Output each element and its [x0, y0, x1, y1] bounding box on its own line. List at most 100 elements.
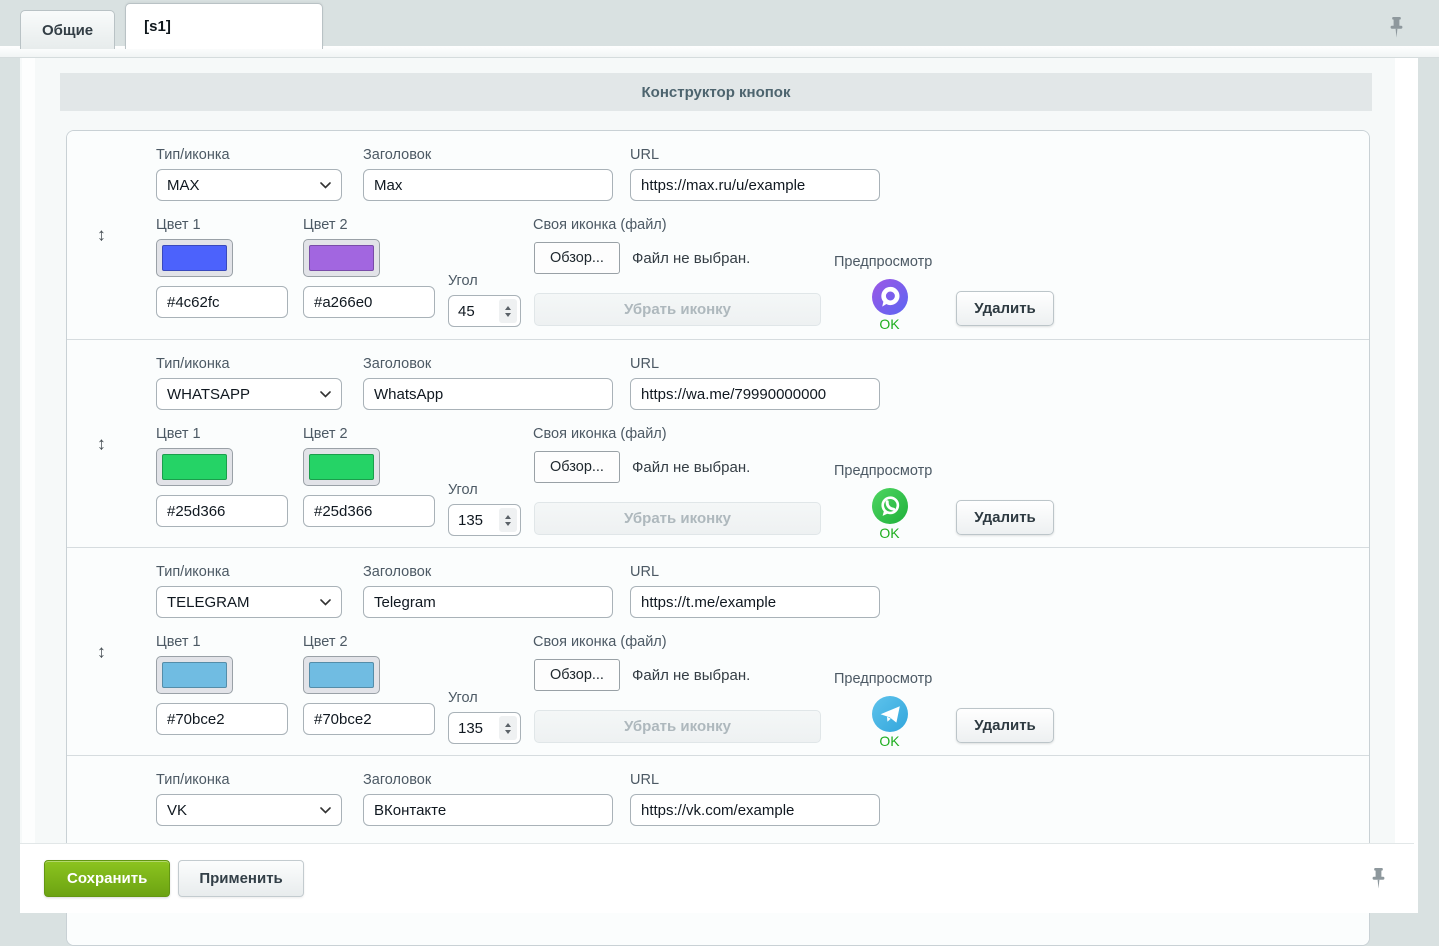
angle-spinner[interactable]	[499, 508, 517, 532]
angle-label: Угол	[448, 690, 478, 706]
remove-icon-button[interactable]: Убрать иконку	[534, 502, 821, 535]
color1-chip	[162, 454, 227, 480]
color2-label: Цвет 2	[303, 217, 348, 233]
color2-chip	[309, 245, 374, 271]
color1-picker[interactable]	[156, 448, 233, 486]
drag-handle-icon[interactable]: ↕	[97, 433, 106, 453]
color1-hex-input[interactable]	[156, 703, 288, 735]
color2-hex-input[interactable]	[303, 286, 435, 318]
color2-field: Цвет 2	[303, 217, 435, 318]
color2-picker[interactable]	[303, 239, 380, 277]
remove-icon-button[interactable]: Убрать иконку	[534, 293, 821, 326]
angle-spinner[interactable]	[499, 716, 517, 740]
chevron-down-icon	[320, 390, 331, 398]
tab-general[interactable]: Общие	[20, 10, 116, 49]
max-icon	[880, 286, 899, 307]
type-select[interactable]: MAX	[156, 169, 342, 201]
angle-input[interactable]	[448, 712, 521, 744]
color2-label: Цвет 2	[303, 426, 348, 442]
preview-icon	[871, 696, 908, 732]
pin-icon[interactable]	[1389, 17, 1404, 44]
color1-hex-input[interactable]	[156, 495, 288, 527]
type-field: Тип/иконка MAX	[156, 147, 342, 201]
angle-value[interactable]	[458, 719, 499, 737]
color1-chip	[162, 662, 227, 688]
color1-hex-input[interactable]	[156, 286, 288, 318]
preview-label: Предпросмотр	[834, 671, 933, 687]
angle-spinner[interactable]	[499, 299, 517, 323]
color2-field: Цвет 2	[303, 426, 435, 527]
spinner-up-icon[interactable]	[505, 514, 511, 519]
url-input[interactable]	[630, 378, 880, 410]
browse-button[interactable]: Обзор...	[534, 242, 620, 274]
color1-field: Цвет 1	[156, 634, 288, 735]
color2-picker[interactable]	[303, 656, 380, 694]
drag-handle-icon[interactable]: ↕	[97, 641, 106, 661]
url-input[interactable]	[630, 586, 880, 618]
spinner-up-icon[interactable]	[505, 722, 511, 727]
preview: OK	[834, 696, 945, 749]
tab-s1[interactable]: [s1]	[125, 3, 324, 49]
color1-label: Цвет 1	[156, 217, 201, 233]
delete-button[interactable]: Удалить	[956, 291, 1054, 326]
title-input[interactable]	[363, 794, 613, 826]
spinner-down-icon[interactable]	[505, 521, 511, 526]
preview-label: Предпросмотр	[834, 254, 933, 270]
type-field: Тип/иконка VK	[156, 772, 342, 826]
color2-hex-input[interactable]	[303, 703, 435, 735]
type-select[interactable]: WHATSAPP	[156, 378, 342, 410]
save-button[interactable]: Сохранить	[44, 860, 171, 897]
delete-button[interactable]: Удалить	[956, 500, 1054, 535]
browse-button[interactable]: Обзор...	[534, 659, 620, 691]
angle-field: Угол	[448, 690, 521, 744]
rows-container: ↕ Тип/иконка MAX Заголовок URL Цвет 1	[66, 130, 1370, 946]
drag-handle-icon[interactable]: ↕	[97, 224, 106, 245]
tab-bar: Общие [s1]	[20, 0, 324, 49]
url-input[interactable]	[630, 794, 880, 826]
type-select-value: VK	[167, 801, 188, 819]
angle-input[interactable]	[448, 295, 521, 327]
color1-field: Цвет 1	[156, 426, 288, 527]
angle-label: Угол	[448, 482, 478, 498]
color1-label: Цвет 1	[156, 634, 201, 650]
color1-chip	[162, 245, 227, 271]
footer-bar: Сохранить Применить	[20, 843, 1414, 913]
preview-ok-text: OK	[879, 733, 900, 749]
title-input[interactable]	[363, 169, 613, 201]
color2-hex-input[interactable]	[303, 495, 435, 527]
apply-button[interactable]: Применить	[178, 860, 304, 897]
url-label: URL	[630, 356, 660, 372]
title-input[interactable]	[363, 586, 613, 618]
type-label: Тип/иконка	[156, 772, 230, 788]
preview: OK	[834, 488, 945, 541]
browse-button[interactable]: Обзор...	[534, 451, 620, 483]
preview-ok-text: OK	[879, 525, 900, 541]
angle-input[interactable]	[448, 504, 521, 536]
spinner-down-icon[interactable]	[505, 312, 511, 317]
title-input[interactable]	[363, 378, 613, 410]
color1-picker[interactable]	[156, 656, 233, 694]
pin-icon[interactable]	[1371, 868, 1386, 895]
preview-icon	[871, 279, 908, 315]
title-label: Заголовок	[363, 356, 432, 372]
url-field: URL	[630, 356, 880, 410]
url-input[interactable]	[630, 169, 880, 201]
delete-button[interactable]: Удалить	[956, 708, 1054, 743]
color2-label: Цвет 2	[303, 634, 348, 650]
type-select[interactable]: TELEGRAM	[156, 586, 342, 618]
remove-icon-button[interactable]: Убрать иконку	[534, 710, 821, 743]
angle-value[interactable]	[458, 302, 499, 320]
tab-strip	[0, 46, 1439, 58]
angle-value[interactable]	[458, 511, 499, 529]
file-picker: Обзор... Файл не выбран.	[534, 242, 750, 274]
color1-picker[interactable]	[156, 239, 233, 277]
type-select[interactable]: VK	[156, 794, 342, 826]
color2-picker[interactable]	[303, 448, 380, 486]
angle-label: Угол	[448, 273, 478, 289]
preview-icon	[871, 488, 908, 524]
spinner-down-icon[interactable]	[505, 729, 511, 734]
preview-ok-text: OK	[879, 316, 900, 332]
whatsapp-icon	[880, 496, 899, 516]
spinner-up-icon[interactable]	[505, 305, 511, 310]
preview-label: Предпросмотр	[834, 463, 933, 479]
